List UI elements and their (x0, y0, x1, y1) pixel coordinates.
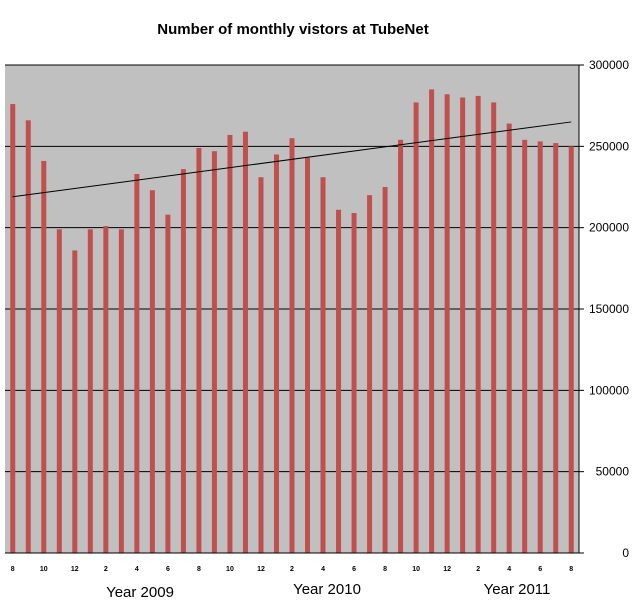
bars (10, 89, 574, 554)
y-tick-label: 100000 (589, 383, 629, 397)
bar (25, 120, 31, 553)
y-tick-label: 0 (622, 546, 629, 560)
bar (537, 141, 543, 553)
bar (196, 147, 202, 553)
bar (553, 143, 559, 553)
trend-line (12, 121, 572, 198)
bar (382, 187, 388, 553)
y-tick-label: 300000 (589, 58, 629, 72)
x-tick-label: 12 (71, 566, 79, 573)
x-tick-label: 12 (257, 566, 265, 573)
bar (367, 195, 373, 553)
bar (320, 177, 326, 554)
x-tick-label: 8 (11, 566, 15, 573)
x-tick-label: 12 (443, 566, 451, 573)
bar (258, 177, 264, 554)
bar (211, 151, 217, 554)
x-tick-label: 10 (40, 566, 48, 573)
bar (165, 214, 171, 554)
year-label-2011: Year 2011 (484, 581, 551, 598)
bar (180, 169, 186, 553)
y-tick-label: 50000 (596, 465, 630, 479)
x-axis: 8 10 12 2 4 6 8 10 12 2 4 6 8 10 12 2 4 6 8 (5, 552, 579, 573)
x-tick-label: 2 (476, 566, 480, 573)
y-axis: 0 50000 100000 150000 200000 250000 300000 (578, 58, 630, 560)
chart-title: Number of monthly vistors at TubeNet (157, 21, 428, 38)
bar (289, 138, 295, 553)
bar (72, 250, 78, 553)
bar (10, 104, 16, 553)
x-tick-label: 10 (226, 566, 234, 573)
bar (413, 102, 419, 553)
bar (305, 157, 311, 553)
x-tick-label: 8 (569, 566, 573, 573)
bar (522, 139, 528, 553)
bar (41, 160, 47, 553)
year-label-2009: Year 2009 (106, 584, 174, 601)
x-tick-label: 8 (383, 566, 387, 573)
x-tick-label: 4 (135, 566, 139, 573)
bar (56, 229, 62, 553)
bar (475, 95, 481, 553)
bar (87, 229, 93, 553)
bar (149, 190, 155, 553)
x-tick-label: 4 (507, 566, 511, 573)
bar (242, 131, 248, 553)
bar (103, 226, 109, 554)
x-tick-label: 2 (104, 566, 108, 573)
bar (227, 134, 233, 554)
bar (491, 102, 497, 553)
x-tick-label: 8 (197, 566, 201, 573)
bar (273, 154, 279, 553)
x-tick-label: 6 (538, 566, 542, 573)
year-label-2010: Year 2010 (293, 581, 361, 598)
y-tick-label: 200000 (589, 221, 629, 235)
x-tick-label: 2 (290, 566, 294, 573)
x-tick-label: 4 (321, 566, 325, 573)
bar (336, 209, 342, 554)
bar (134, 173, 140, 553)
x-tick-label: 6 (166, 566, 170, 573)
y-tick-label: 150000 (589, 302, 629, 316)
bar (568, 146, 574, 554)
bar (444, 94, 450, 553)
bar (460, 97, 466, 554)
bar (351, 213, 357, 553)
bar (398, 139, 404, 553)
x-tick-label: 6 (352, 566, 356, 573)
bar (429, 89, 435, 554)
bar (118, 229, 124, 553)
x-tick-label: 10 (412, 566, 420, 573)
bar (506, 123, 512, 553)
y-tick-label: 250000 (589, 139, 629, 153)
